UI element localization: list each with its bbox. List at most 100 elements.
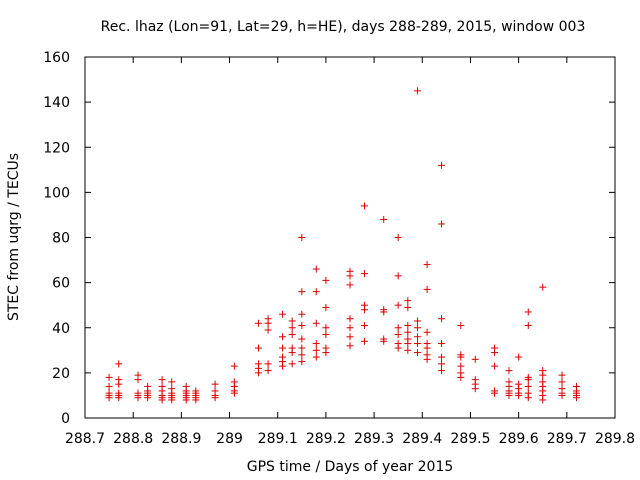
data-point (491, 362, 499, 370)
data-point (254, 369, 262, 377)
data-point (322, 276, 330, 284)
data-point (491, 349, 499, 357)
data-point (360, 337, 368, 345)
y-tick-label: 100 (43, 185, 70, 201)
x-tick-label: 289.8 (595, 431, 635, 447)
data-point (211, 380, 219, 388)
data-point (346, 281, 354, 289)
data-point (394, 272, 402, 280)
data-point (115, 360, 123, 368)
data-point (346, 333, 354, 341)
data-point (558, 371, 566, 379)
x-tick-label: 289.3 (354, 431, 394, 447)
data-point (413, 324, 421, 332)
data-point (288, 317, 296, 325)
data-point (457, 362, 465, 370)
data-point (491, 389, 499, 397)
data-point (539, 396, 547, 404)
y-tick-label: 120 (43, 140, 70, 156)
data-point (404, 297, 412, 305)
data-point (254, 319, 262, 327)
data-point (264, 360, 272, 368)
x-tick-label: 289 (216, 431, 243, 447)
data-point (423, 261, 431, 269)
data-point (230, 389, 238, 397)
data-point (404, 346, 412, 354)
data-point (572, 394, 580, 402)
data-point (423, 285, 431, 293)
data-point (438, 340, 446, 348)
data-point (134, 394, 142, 402)
data-point (115, 394, 123, 402)
data-point (380, 337, 388, 345)
data-point (105, 373, 113, 381)
data-point (105, 394, 113, 402)
data-point (298, 310, 306, 318)
y-axis-label: STEC from uqrg / TECUs (6, 153, 22, 321)
data-point (413, 340, 421, 348)
data-point (423, 355, 431, 363)
data-point (279, 333, 287, 341)
data-point (279, 362, 287, 370)
x-tick-label: 289.5 (450, 431, 490, 447)
data-point (539, 371, 547, 379)
data-point (457, 321, 465, 329)
data-point (254, 344, 262, 352)
y-tick-label: 0 (61, 411, 70, 427)
data-point (524, 308, 532, 316)
data-point (438, 161, 446, 169)
data-point (404, 328, 412, 336)
y-tick-label: 80 (52, 231, 70, 247)
x-tick-label: 289.2 (306, 431, 346, 447)
data-point (298, 335, 306, 343)
data-point (279, 310, 287, 318)
data-point (413, 349, 421, 357)
data-point (192, 396, 200, 404)
data-point (346, 324, 354, 332)
data-point (158, 376, 166, 384)
data-point (322, 331, 330, 339)
data-point (394, 234, 402, 241)
x-tick-label: 289.1 (258, 431, 298, 447)
data-point (298, 288, 306, 296)
data-point (134, 376, 142, 384)
x-tick-label: 289.4 (402, 431, 442, 447)
data-point (423, 344, 431, 352)
data-point (279, 344, 287, 352)
data-point (312, 288, 320, 296)
data-point (168, 378, 176, 386)
y-tick-label: 140 (43, 95, 70, 111)
data-point (524, 321, 532, 329)
data-point (346, 272, 354, 280)
data-point (394, 324, 402, 332)
data-point (288, 331, 296, 339)
x-tick-label: 289.6 (499, 431, 539, 447)
y-tick-label: 20 (52, 366, 70, 382)
data-point (298, 344, 306, 352)
y-tick-label: 40 (52, 321, 70, 337)
y-tick-label: 60 (52, 276, 70, 292)
data-point (471, 355, 479, 363)
data-point (360, 321, 368, 329)
data-point (380, 308, 388, 316)
data-point (515, 353, 523, 361)
data-point (360, 202, 368, 210)
data-point (115, 380, 123, 388)
data-point (298, 351, 306, 359)
data-points (105, 87, 580, 404)
data-point (298, 234, 306, 241)
data-point (413, 333, 421, 341)
data-point (144, 394, 152, 402)
data-point (524, 376, 532, 384)
data-point (264, 367, 272, 375)
data-point (558, 391, 566, 399)
plot-frame (84, 56, 616, 419)
data-point (312, 265, 320, 273)
data-point (505, 391, 513, 399)
data-point (288, 349, 296, 357)
data-point (438, 353, 446, 361)
data-point (515, 391, 523, 399)
data-point (346, 342, 354, 350)
data-point (404, 303, 412, 311)
